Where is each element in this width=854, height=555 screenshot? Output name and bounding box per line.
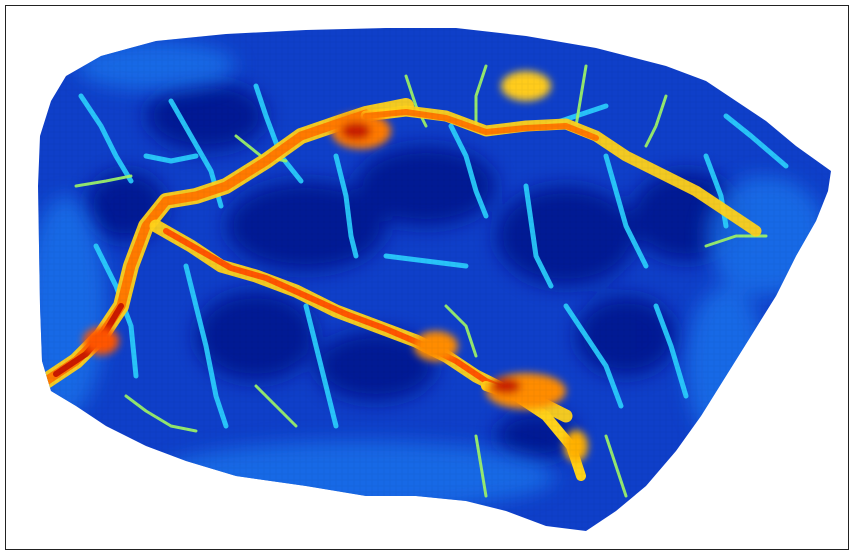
- terrain-raster: [38, 28, 831, 531]
- flow-accumulation-map: [38, 28, 831, 531]
- map-frame: [5, 5, 849, 550]
